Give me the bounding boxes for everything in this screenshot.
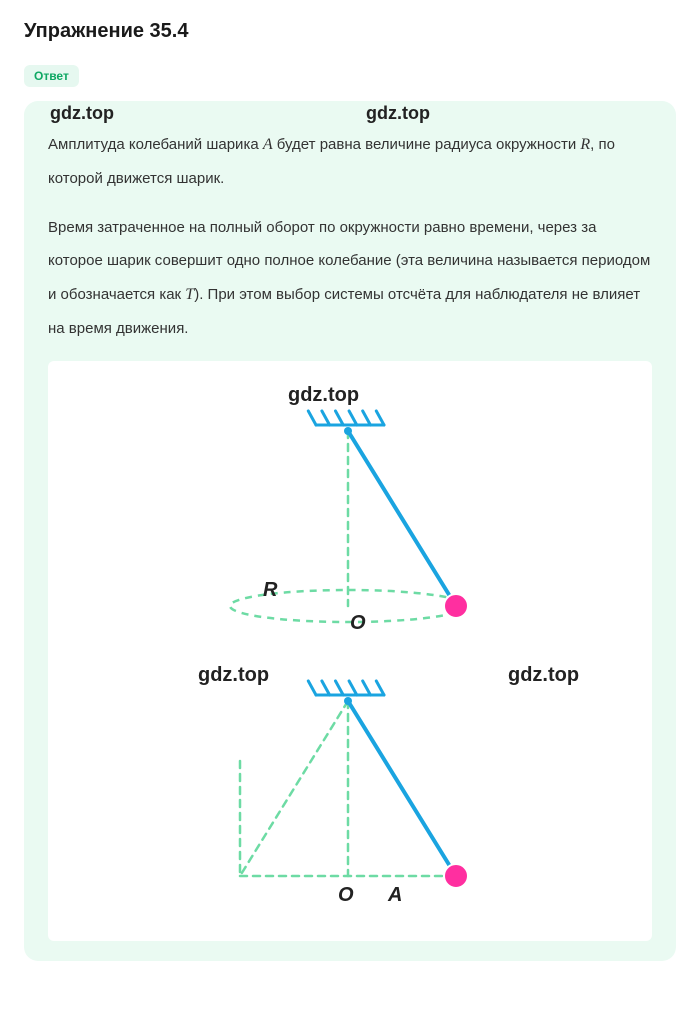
- diagram-panel: gdz.top R Ogdz.top gdz.top O A: [48, 361, 652, 941]
- text: Амплитуда колебаний шарика: [48, 136, 263, 153]
- svg-text:A: A: [387, 884, 402, 906]
- answer-badge: Ответ: [24, 65, 79, 87]
- var-T: T: [185, 286, 194, 303]
- svg-text:gdz.top: gdz.top: [508, 664, 579, 686]
- text: будет равна величине радиуса окружности: [273, 136, 581, 153]
- exercise-title: Упражнение 35.4: [24, 20, 676, 43]
- svg-text:O: O: [350, 612, 366, 634]
- pendulum-diagram: gdz.top R Ogdz.top gdz.top O A: [48, 371, 668, 931]
- svg-text:gdz.top: gdz.top: [288, 384, 359, 406]
- answer-box: gdz.top gdz.top Амплитуда колебаний шари…: [24, 101, 676, 961]
- var-R: R: [580, 136, 590, 153]
- answer-paragraph-1: Амплитуда колебаний шарика A будет равна…: [48, 127, 652, 195]
- watermark-top-right: gdz.top: [366, 103, 430, 124]
- watermark-top-left: gdz.top: [50, 103, 114, 124]
- svg-text:gdz.top: gdz.top: [198, 664, 269, 686]
- answer-paragraph-2: Время затраченное на полный оборот по ок…: [48, 211, 652, 345]
- svg-text:O: O: [338, 884, 354, 906]
- var-A: A: [263, 136, 273, 153]
- svg-text:R: R: [263, 579, 278, 601]
